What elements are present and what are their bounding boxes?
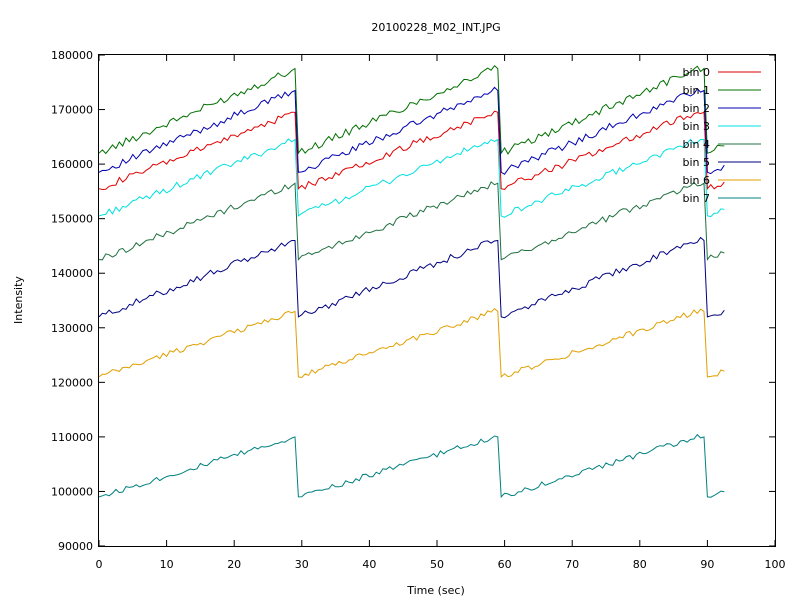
series-layer — [98, 64, 725, 499]
x-tick-label: 30 — [295, 558, 309, 571]
legend-label: bin 7 — [682, 192, 710, 205]
legend: bin 0 bin 1 bin 2 bin 3 bin 4 bin 5 bin 6 bin 7 — [682, 66, 761, 205]
series-line-bin-1 — [98, 64, 725, 155]
y-tick-label: 100000 — [51, 485, 93, 498]
y-tick-label: 130000 — [51, 322, 93, 335]
tick-layer: 0 10 20 30 40 50 60 70 80 90 100 90000 100000 110000 1… — [51, 49, 786, 571]
plot-frame — [98, 54, 776, 547]
legend-label: bin 4 — [682, 138, 710, 151]
series-line-bin-7 — [98, 433, 725, 499]
series-line-bin-5 — [98, 236, 725, 319]
x-tick-label: 80 — [633, 558, 647, 571]
legend-label: bin 6 — [682, 174, 710, 187]
y-tick-label: 150000 — [51, 213, 93, 226]
y-tick-label: 90000 — [58, 540, 93, 553]
x-tick-label: 60 — [498, 558, 512, 571]
x-tick-label: 40 — [362, 558, 376, 571]
y-tick-label: 180000 — [51, 49, 93, 62]
series-line-bin-0 — [98, 110, 725, 191]
legend-label: bin 5 — [682, 156, 710, 169]
x-tick-label: 0 — [96, 558, 103, 571]
legend-label: bin 0 — [682, 66, 710, 79]
x-tick-label: 70 — [565, 558, 579, 571]
x-tick-label: 100 — [765, 558, 786, 571]
series-line-bin-4 — [98, 181, 725, 262]
y-tick-label: 140000 — [51, 267, 93, 280]
series-line-bin-3 — [98, 138, 725, 218]
y-tick-label: 120000 — [51, 376, 93, 389]
chart-title: 20100228_M02_INT.JPG — [371, 21, 500, 34]
series-line-bin-2 — [98, 86, 725, 175]
legend-label: bin 1 — [682, 84, 710, 97]
series-line-bin-6 — [98, 308, 725, 379]
legend-label: bin 3 — [682, 120, 710, 133]
legend-label: bin 2 — [682, 102, 710, 115]
y-tick-label: 160000 — [51, 158, 93, 171]
y-axis-label: Intensity — [12, 276, 25, 324]
y-tick-label: 170000 — [51, 104, 93, 117]
x-tick-label: 50 — [430, 558, 444, 571]
x-tick-label: 90 — [700, 558, 714, 571]
x-tick-label: 20 — [227, 558, 241, 571]
x-tick-label: 10 — [160, 558, 174, 571]
x-axis-label: Time (sec) — [406, 584, 465, 597]
y-tick-label: 110000 — [51, 431, 93, 444]
